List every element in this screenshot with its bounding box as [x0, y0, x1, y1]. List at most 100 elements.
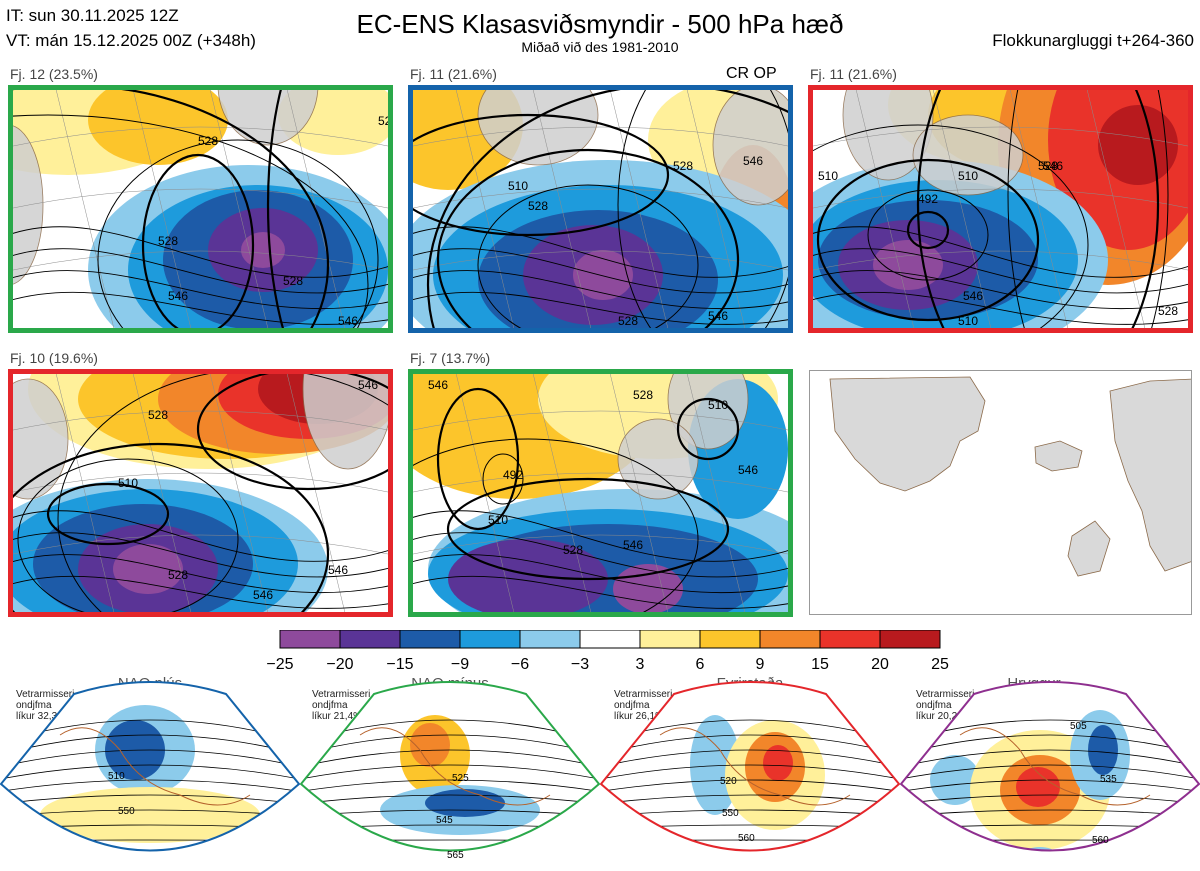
regime-anomaly [1088, 725, 1118, 775]
graticule-line [808, 126, 1193, 148]
colorbar-tick-label: −3 [571, 656, 589, 673]
cluster-map-svg: 528528546528546528 [8, 85, 393, 333]
graticule-line [531, 369, 593, 617]
height-contour [808, 270, 1193, 310]
height-contour [408, 291, 793, 325]
panel-5-label: Fj. 7 (13.7%) [410, 350, 491, 366]
regime-contour [1, 794, 299, 806]
height-contour [8, 532, 393, 578]
cluster-map-3: 510 510 492 528 546 546 510 528 [808, 85, 1193, 333]
contour-label: 546 [623, 538, 643, 552]
land-mass [842, 85, 934, 181]
cluster-map-4: 528 510 528 546 546 546 [8, 369, 393, 617]
regime-note: Vetrarmisseri ondjfma líkur 26,1% [614, 689, 673, 722]
contour-label: 510 [488, 513, 508, 527]
classification-window: Flokkunargluggi t+264-360 [992, 31, 1194, 50]
contour-label: 546 [168, 289, 188, 303]
contour-label: 546 [428, 378, 448, 392]
cluster-border [808, 85, 1193, 333]
height-contour [8, 575, 393, 609]
height-contour [8, 226, 393, 278]
cluster-map-5: 546 492 510 528 546 528 510 546 [408, 369, 793, 617]
height-contour [916, 85, 1160, 333]
graticule-line [608, 85, 670, 333]
regime-contour [1, 749, 299, 770]
regime-contour [601, 779, 899, 794]
graticule-line [54, 85, 116, 333]
panel-4-label: Fj. 10 (19.6%) [10, 350, 98, 366]
regime-note: Vetrarmisseri ondjfma líkur 20,2% [916, 689, 975, 722]
regime-border [300, 681, 600, 852]
height-contour [8, 270, 393, 310]
height-contour [816, 158, 1040, 322]
colorbar-swatch [579, 629, 641, 649]
height-contour [8, 291, 393, 325]
height-contour [436, 387, 520, 531]
contour-label: 546 [338, 314, 358, 328]
regime-contour [1, 764, 299, 782]
height-contour [676, 397, 740, 461]
regime-coastline [359, 727, 551, 806]
colorbar-swatch [699, 629, 761, 649]
cluster-border [408, 85, 793, 333]
issue-time: IT: sun 30.11.2025 12Z [6, 6, 179, 25]
land-mass [477, 85, 599, 166]
colorbar: −25 −20 −15 −9 −6 −3 3 6 9 15 20 25 [260, 629, 960, 680]
colorbar-tick-label: 20 [871, 656, 889, 673]
panel-1-label: Fj. 12 (23.5%) [10, 66, 98, 82]
colorbar-swatch [879, 629, 941, 649]
regime-contour [301, 794, 599, 806]
height-contour [906, 210, 950, 250]
height-contour [408, 438, 699, 617]
regime-contour [901, 794, 1199, 806]
regime-contour-label: 535 [1100, 774, 1117, 785]
panel-3-label: Fj. 11 (21.6%) [810, 66, 897, 82]
contour-label: 546 [253, 588, 273, 602]
contour-label: 528 [1038, 159, 1058, 173]
regime-anomaly [1016, 767, 1060, 807]
page-title: EC-ENS Klasasviðsmyndir - 500 hPa hæð [356, 9, 844, 39]
height-contour [408, 270, 793, 310]
graticule-line [408, 472, 793, 494]
contour-label: 510 [818, 169, 838, 183]
regime-contour [901, 749, 1199, 770]
colorbar-swatch [399, 629, 461, 649]
contour-label: 546 [358, 378, 378, 392]
valid-time: VT: mán 15.12.2025 00Z (+348h) [6, 31, 256, 50]
regime-contour-label: 520 [720, 776, 737, 787]
regime-contour [901, 764, 1199, 782]
height-contour [436, 148, 740, 333]
graticule-line [8, 534, 393, 556]
regime-contour-label: 550 [118, 806, 135, 817]
contour-label: 528 [528, 199, 548, 213]
contour-label: 528 [158, 234, 178, 248]
contour-label: 510 [958, 314, 978, 328]
cluster-border [408, 369, 793, 617]
regime-map [901, 682, 1199, 851]
contour-label: 546 [1043, 159, 1063, 173]
regime-contour [601, 794, 899, 806]
graticule-line [685, 85, 747, 333]
regime-anomaly [425, 789, 505, 817]
height-contour [808, 226, 1193, 278]
contour-label: 528 [618, 314, 638, 328]
height-contour [196, 369, 393, 491]
regime-border [0, 681, 300, 852]
control-operational-label: CR OP [726, 65, 777, 82]
height-contour [408, 510, 793, 562]
regime-contour [601, 764, 899, 782]
regime-border [600, 681, 900, 852]
contour-label: 528 [148, 408, 168, 422]
regime-map [301, 682, 599, 851]
height-contour [8, 442, 330, 617]
height-contour [8, 248, 393, 294]
regime-anomaly [40, 787, 260, 843]
cluster-border [8, 85, 393, 333]
graticule-line [285, 369, 347, 617]
regime-contour-label: 565 [447, 850, 464, 861]
colorbar-swatch [639, 629, 701, 649]
cluster-border [8, 369, 393, 617]
land-mass [667, 369, 749, 450]
